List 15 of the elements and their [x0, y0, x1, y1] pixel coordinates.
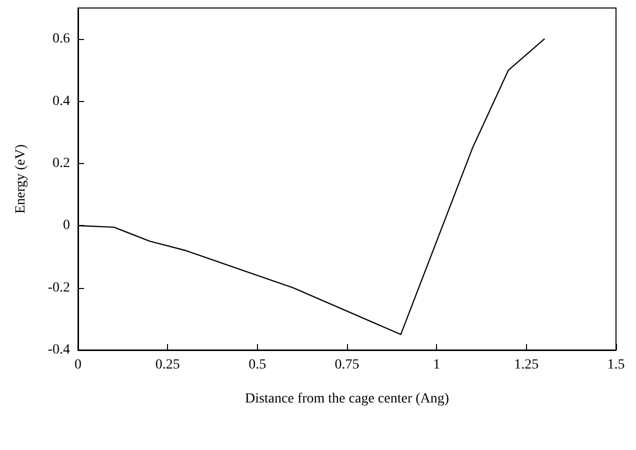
x-tick-label: 1.25	[514, 358, 539, 372]
x-tick-label: 0.5	[248, 358, 266, 372]
y-tick-label: 0.2	[52, 156, 70, 171]
y-tick-label: 0	[63, 218, 70, 234]
x-tick-label: 1	[433, 358, 440, 372]
y-tick-label: 0.6	[52, 32, 70, 47]
y-tick-label: 0.4	[52, 94, 70, 109]
y-tick-label: -0.2	[48, 280, 70, 296]
x-axis-title: Distance from the cage center (Ang)	[244, 392, 450, 406]
x-tick-label: 0	[74, 358, 82, 372]
x-tick-label: 0.25	[155, 358, 180, 372]
x-tick-label: 0.75	[334, 358, 360, 372]
y-tick-label: -0.4	[48, 342, 70, 358]
y-axis-title: Energy (eV)	[14, 144, 28, 214]
x-tick-label: 1.5	[607, 358, 625, 372]
